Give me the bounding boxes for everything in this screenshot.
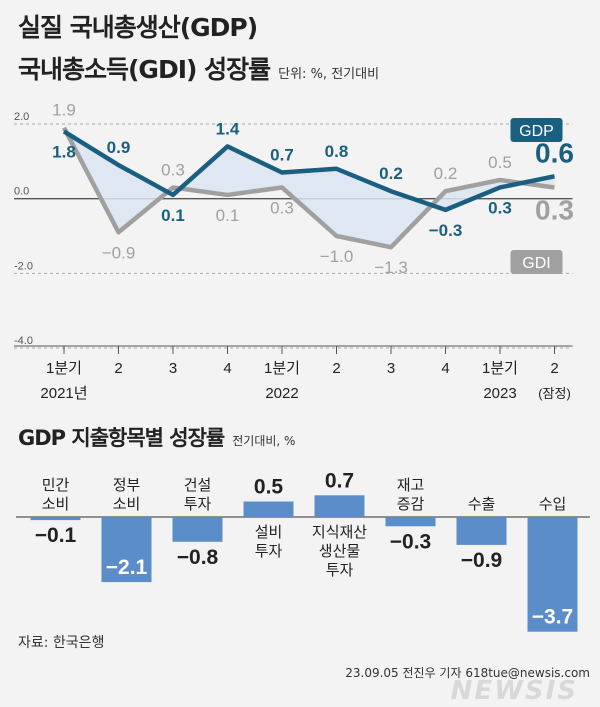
- category-label: 수입: [539, 495, 567, 513]
- gap-area: [64, 127, 555, 248]
- category-label: 증감: [397, 495, 425, 513]
- category-label: 민간: [42, 476, 70, 494]
- bar: [456, 517, 507, 545]
- legend-badge-gdi: [510, 250, 563, 274]
- x-tick-label: 2: [550, 360, 558, 377]
- x-tick-label: 3: [169, 360, 177, 377]
- category-label: 투자: [255, 542, 283, 560]
- legend-badge-gdp: [510, 118, 563, 142]
- gdi-value-label: −0.9: [102, 243, 136, 262]
- gdi-value-label: 0.3: [535, 194, 574, 225]
- x-tick-label: 2: [114, 360, 122, 377]
- x-tick-label: 2: [332, 360, 340, 377]
- legend-label-gdi: GDI: [522, 255, 550, 272]
- line-chart: 2.0 0.0 -2.0 -4.0 1.8 1.9 0.9 −0.9 0.1 0.3 1.4 0.1 0…: [14, 101, 574, 402]
- gdi-value-label: −1.0: [320, 247, 354, 266]
- gdp-value-label: 1.8: [52, 142, 76, 161]
- bar: [527, 517, 578, 632]
- gdp-value-label: 1.4: [216, 119, 240, 138]
- bar-chart-unit: 전기대비, %: [232, 434, 296, 448]
- legend-label-gdp: GDP: [519, 123, 554, 140]
- y-tick-label: 0.0: [14, 186, 29, 198]
- gdi-value-label: 0.2: [434, 164, 458, 183]
- gdp-value-label: 0.3: [488, 198, 512, 217]
- bar-value-label: −0.9: [461, 549, 502, 572]
- bar-value-label: −0.1: [35, 524, 77, 547]
- gdi-value-label: 0.1: [216, 206, 240, 225]
- bar-value-label: −0.3: [390, 530, 431, 553]
- bar-value-label: −3.7: [532, 606, 573, 629]
- bar-value-label: −2.1: [106, 556, 148, 579]
- category-label: 투자: [184, 495, 212, 513]
- chart-title-line1: 실질 국내총생산(GDP): [18, 13, 258, 42]
- source-note: 자료: 한국은행: [18, 635, 105, 651]
- bar: [30, 517, 81, 521]
- bar-chart-title: GDP 지출항목별 성장률 전기대비, %: [18, 426, 296, 450]
- category-label: 생산물: [319, 542, 360, 560]
- gdi-value-label: 0.5: [488, 153, 512, 172]
- gdi-value-label: 0.3: [270, 198, 294, 217]
- x-tick-label: 1분기: [264, 360, 300, 377]
- gdp-value-label: 0.8: [325, 142, 349, 161]
- y-tick-label: -2.0: [14, 260, 33, 272]
- bar-value-label: 0.5: [254, 476, 284, 499]
- x-tick-label: 3: [387, 360, 395, 377]
- gdi-value-label: 0.3: [161, 160, 185, 179]
- x-tick-label: 4: [441, 360, 449, 377]
- credit-line: 23.09.05 전진우 기자 618tue@newsis.com: [345, 666, 590, 680]
- gdp-value-label: 0.2: [379, 164, 403, 183]
- category-label: 건설: [184, 476, 212, 494]
- category-label: 재고: [397, 476, 425, 494]
- category-label: 지식재산: [312, 523, 367, 541]
- gdi-value-label: 1.9: [52, 101, 76, 120]
- x-tick-label: 4: [223, 360, 231, 377]
- gdp-value-label: 0.7: [270, 146, 294, 165]
- x-year-label: 2021년: [40, 385, 87, 402]
- bar: [243, 501, 294, 517]
- x-tick-label: 1분기: [482, 360, 518, 377]
- gdi-value-label: −1.3: [374, 258, 408, 277]
- x-year-label: 2022: [265, 385, 298, 402]
- bar: [172, 517, 223, 542]
- bar: [385, 517, 436, 527]
- bar-chart: −0.1민간소비−2.1정부소비−0.8건설투자0.5설비투자0.7지식재산생산…: [16, 469, 590, 632]
- category-label: 설비: [255, 523, 283, 541]
- category-label: 정부: [113, 476, 141, 494]
- category-label: 투자: [326, 561, 354, 579]
- y-tick-label: -4.0: [14, 335, 33, 347]
- chart-title-line2: 국내총소득(GDI) 성장률 단위: %, 전기대비: [18, 55, 380, 84]
- newsis-logo: NEWSIS: [450, 676, 578, 706]
- gdp-line: [62, 129, 555, 213]
- gdp-value-label: 0.6: [535, 137, 574, 168]
- bar: [101, 517, 152, 583]
- bar-value-label: −0.8: [177, 546, 219, 569]
- y-tick-label: 2.0: [14, 111, 29, 123]
- gdp-value-label: −0.3: [429, 221, 463, 240]
- category-label: 소비: [42, 495, 70, 513]
- x-year-label: (잠정): [538, 386, 571, 401]
- unit-note: 단위: %, 전기대비: [278, 67, 380, 82]
- x-year-label: 2023: [483, 385, 516, 402]
- x-tick-label: 1분기: [46, 360, 82, 377]
- bar: [314, 495, 365, 517]
- gdi-line: [62, 126, 555, 250]
- bar-value-label: 0.7: [325, 469, 354, 492]
- category-label: 소비: [113, 495, 141, 513]
- gdp-value-label: 0.9: [107, 138, 131, 157]
- gdp-value-label: 0.1: [161, 206, 185, 225]
- category-label: 수출: [468, 495, 496, 513]
